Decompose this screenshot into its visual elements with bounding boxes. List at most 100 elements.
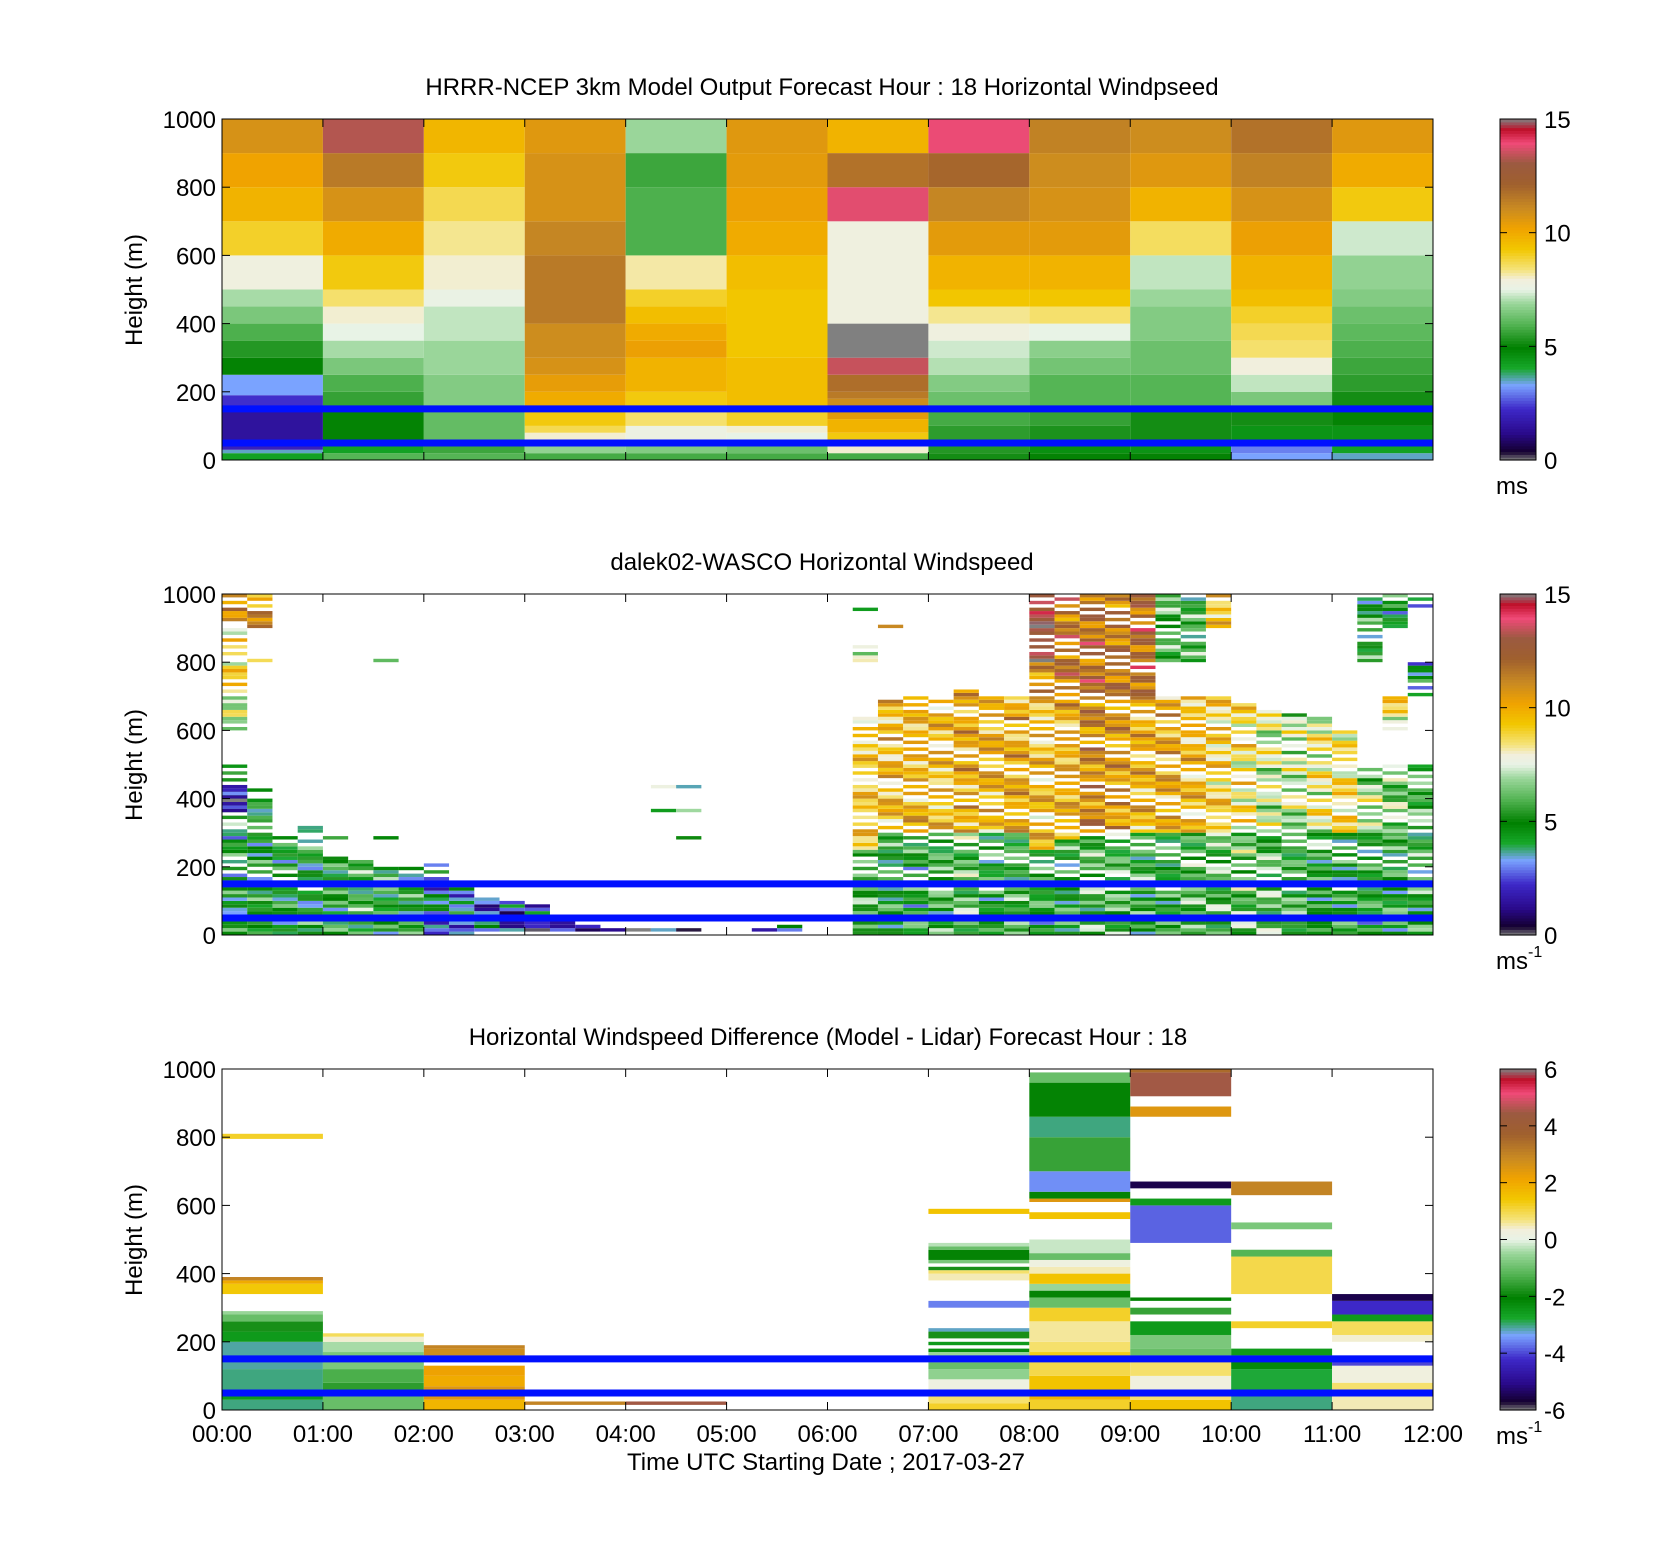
heatmap-cell (903, 754, 929, 758)
heatmap-cell (903, 771, 929, 775)
heatmap-cell (423, 907, 450, 912)
heatmap-cell (1407, 863, 1433, 867)
colorbar-segment (1500, 602, 1536, 606)
heatmap-cell (272, 924, 298, 929)
heatmap-cell (1180, 774, 1206, 779)
colorbar-segment (1500, 1137, 1536, 1141)
heatmap-cell (1155, 600, 1181, 605)
y-tick-label: 1000 (163, 107, 216, 134)
heatmap-cell (1155, 747, 1181, 751)
colorbar-segment (1500, 855, 1536, 859)
heatmap-cell (928, 713, 954, 717)
heatmap-cell (1256, 795, 1282, 799)
colorbar-segment (1500, 1174, 1536, 1178)
heatmap-cell (1231, 119, 1333, 154)
heatmap-cell (398, 924, 424, 929)
colorbar-segment (1500, 767, 1536, 771)
heatmap-cell (1029, 1072, 1131, 1083)
heatmap-cell (1054, 706, 1080, 710)
heatmap-cell (524, 153, 626, 222)
heatmap-cell (852, 757, 878, 762)
heatmap-cell (852, 822, 878, 826)
heatmap-cell (1357, 641, 1383, 646)
colorbar-segment (1500, 716, 1536, 720)
colorbar-segment (1500, 258, 1536, 262)
heatmap-cell (1407, 846, 1433, 850)
heatmap-cell (1256, 921, 1282, 925)
heatmap-cell (1256, 928, 1282, 932)
heatmap-cell (1180, 658, 1206, 663)
heatmap-cell (1281, 870, 1307, 874)
colorbar-tick-label: -2 (1544, 1284, 1565, 1311)
heatmap-cell (1205, 720, 1232, 724)
heatmap-cell (625, 453, 727, 460)
heatmap-cell (1079, 911, 1106, 915)
heatmap-cell (1155, 784, 1181, 789)
y-tick-label: 400 (176, 1262, 216, 1289)
heatmap-cell (524, 432, 626, 443)
heatmap-cell (1079, 921, 1106, 925)
heatmap-cell (928, 453, 1030, 460)
heatmap-cell (1029, 323, 1131, 341)
heatmap-cell (247, 604, 273, 608)
heatmap-cell (1231, 761, 1257, 765)
heatmap-cell (1079, 716, 1106, 721)
heatmap-cell (1079, 621, 1106, 625)
colorbar-segment (1500, 701, 1536, 706)
heatmap-cell (1029, 662, 1055, 666)
heatmap-cell (1004, 822, 1030, 826)
colorbar-segment (1500, 124, 1536, 129)
heatmap-cell (1180, 829, 1206, 833)
heatmap-cell (1281, 713, 1307, 717)
colorbar-segment (1500, 1239, 1536, 1243)
heatmap-cell (1205, 808, 1232, 813)
heatmap-cell (928, 808, 954, 813)
heatmap-cell (1205, 904, 1232, 908)
heatmap-cell (1079, 791, 1106, 796)
colorbar-segment (1500, 1159, 1536, 1164)
colorbar-segment (1500, 224, 1536, 228)
heatmap-cell (1357, 611, 1383, 615)
heatmap-cell (1105, 795, 1131, 799)
heatmap-cell (247, 832, 273, 837)
heatmap-cell (953, 877, 979, 881)
heatmap-cell (953, 836, 979, 840)
heatmap-cell (1231, 340, 1333, 358)
heatmap-cell (398, 894, 424, 898)
heatmap-cell (1407, 911, 1433, 915)
colorbar-segment (1500, 431, 1536, 436)
colorbar-segment (1500, 872, 1536, 876)
heatmap-cell (1004, 870, 1030, 874)
heatmap-cell (928, 720, 954, 724)
heatmap-cell (1231, 911, 1257, 915)
colorbar-unit-superscript: -1 (1528, 1419, 1542, 1436)
colorbar-segment (1500, 827, 1536, 831)
heatmap-cell (1130, 754, 1156, 758)
heatmap-cell (1231, 1321, 1333, 1329)
heatmap-cell (272, 928, 298, 932)
heatmap-cell (1054, 887, 1080, 891)
heatmap-cell (423, 453, 525, 460)
colorbar-segment (1500, 903, 1536, 908)
colorbar-segment (1500, 408, 1536, 413)
heatmap-cell (1357, 863, 1383, 867)
heatmap-cell (1332, 795, 1358, 799)
heatmap-cell (903, 890, 929, 895)
heatmap-cell (1332, 784, 1358, 789)
heatmap-cell (1256, 808, 1282, 813)
heatmap-cell (1357, 921, 1383, 925)
heatmap-cell (1306, 836, 1333, 840)
heatmap-cell (953, 716, 979, 721)
heatmap-cell (1382, 726, 1408, 731)
colorbar-segment (1500, 1151, 1536, 1155)
heatmap-cell (1155, 808, 1181, 813)
heatmap-cell (852, 716, 878, 721)
heatmap-cell (928, 788, 954, 792)
heatmap-cell (1079, 651, 1106, 656)
heatmap-cell (1155, 696, 1181, 700)
heatmap-cell (1180, 802, 1206, 806)
heatmap-cell (1357, 600, 1383, 605)
heatmap-cell (524, 374, 626, 392)
colorbar-tick-label: -6 (1544, 1398, 1565, 1425)
heatmap-cell (928, 1242, 1030, 1247)
